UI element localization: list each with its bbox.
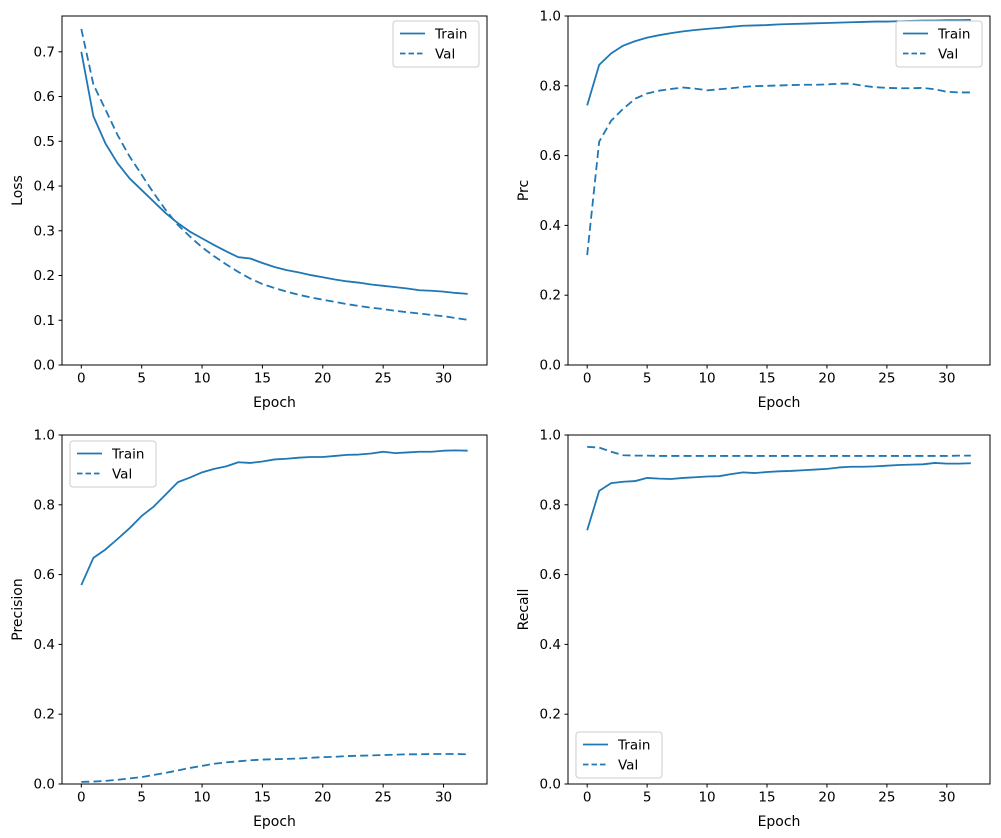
x-tick-label: 15 bbox=[254, 371, 271, 387]
x-axis-label: Epoch bbox=[253, 814, 296, 830]
x-tick-label: 10 bbox=[193, 371, 210, 387]
series-val-line bbox=[587, 445, 971, 457]
x-tick-label: 30 bbox=[435, 371, 452, 387]
y-tick-label: 0.8 bbox=[540, 78, 561, 94]
y-tick-label: 0.4 bbox=[34, 179, 55, 195]
series-val-line bbox=[80, 28, 468, 321]
x-axis-label: Epoch bbox=[758, 814, 801, 830]
axes-frame bbox=[567, 15, 991, 366]
y-tick-label: 0.6 bbox=[34, 89, 55, 105]
y-tick-label: 0.8 bbox=[34, 497, 55, 513]
x-tick-label: 5 bbox=[137, 371, 146, 387]
legend-box bbox=[392, 20, 480, 68]
x-tick-label: 15 bbox=[758, 371, 775, 387]
y-tick-label: 1.0 bbox=[540, 9, 561, 25]
y-tick-label: 0.3 bbox=[34, 223, 55, 239]
y-axis-label: Precision bbox=[10, 578, 26, 640]
axes-frame bbox=[61, 434, 488, 785]
x-axis-label: Epoch bbox=[253, 395, 296, 411]
x-tick-label: 30 bbox=[938, 790, 955, 806]
x-tick-label: 10 bbox=[698, 371, 715, 387]
x-tick-label: 25 bbox=[878, 790, 895, 806]
y-tick-label: 0.1 bbox=[34, 313, 55, 329]
subplot-prc: 0 5 10 15 20 25 30 0.0 0.2 0.4 0.6 0.8 1.0 Epoch Prc Tr… bbox=[501, 0, 1001, 419]
legend-train-label: Train bbox=[937, 27, 970, 43]
x-tick-label: 20 bbox=[818, 371, 835, 387]
x-tick-label: 20 bbox=[314, 371, 331, 387]
y-tick-label: 0.6 bbox=[540, 148, 561, 164]
x-tick-label: 30 bbox=[435, 790, 452, 806]
x-tick-label: 5 bbox=[137, 790, 146, 806]
axes-frame bbox=[61, 15, 488, 366]
precision-chart-canvas: 0 5 10 15 20 25 30 0.0 0.2 0.4 0.6 0.8 1.0 Epoch Preci… bbox=[10, 428, 488, 830]
series-train-line bbox=[80, 51, 468, 295]
y-tick-label: 0.6 bbox=[34, 567, 55, 583]
legend-val-label: Val bbox=[435, 47, 455, 63]
legend-val-label: Val bbox=[112, 467, 132, 483]
series-train-line bbox=[586, 462, 971, 531]
legend-train-label: Train bbox=[617, 738, 650, 754]
subplot-precision: 0 5 10 15 20 25 30 0.0 0.2 0.4 0.6 0.8 1.0 Epoch Preci… bbox=[0, 419, 500, 838]
y-tick-label: 0.4 bbox=[540, 637, 561, 653]
legend-val-label: Val bbox=[938, 47, 958, 63]
series-val-line bbox=[81, 753, 468, 783]
loss-chart-canvas: 0 5 10 15 20 25 30 0.0 0.1 0.2 0.3 0.4 0.5 0.6 0.7 Epoc… bbox=[10, 15, 488, 411]
x-tick-label: 20 bbox=[314, 790, 331, 806]
x-tick-label: 5 bbox=[643, 790, 652, 806]
x-tick-label: 10 bbox=[698, 790, 715, 806]
y-tick-label: 0.5 bbox=[34, 134, 55, 150]
x-tick-label: 0 bbox=[77, 371, 86, 387]
y-tick-label: 0.8 bbox=[540, 497, 561, 513]
y-tick-label: 0.2 bbox=[540, 288, 561, 304]
legend-box bbox=[575, 731, 663, 779]
subplot-recall: 0 5 10 15 20 25 30 0.0 0.2 0.4 0.6 0.8 1.0 Epoch Recal… bbox=[501, 419, 1001, 838]
y-tick-label: 0.4 bbox=[540, 218, 561, 234]
series-val-line bbox=[586, 82, 971, 256]
x-tick-label: 15 bbox=[254, 790, 271, 806]
x-tick-label: 10 bbox=[193, 790, 210, 806]
series-train-line bbox=[80, 449, 468, 586]
axes-frame bbox=[567, 434, 991, 785]
y-axis-label: Prc bbox=[516, 180, 532, 201]
y-tick-label: 0.0 bbox=[34, 358, 55, 374]
y-tick-label: 0.2 bbox=[540, 707, 561, 723]
y-axis-label: Loss bbox=[10, 175, 26, 206]
y-tick-label: 0.6 bbox=[540, 567, 561, 583]
y-tick-label: 0.2 bbox=[34, 707, 55, 723]
y-tick-label: 0.2 bbox=[34, 268, 55, 284]
x-tick-label: 0 bbox=[77, 790, 86, 806]
x-tick-label: 25 bbox=[375, 790, 392, 806]
legend-box bbox=[895, 20, 983, 68]
y-tick-label: 0.7 bbox=[34, 44, 55, 60]
legend-val-label: Val bbox=[618, 758, 638, 774]
x-tick-label: 0 bbox=[583, 790, 592, 806]
legend-train-label: Train bbox=[434, 27, 467, 43]
y-tick-label: 1.0 bbox=[34, 428, 55, 444]
y-tick-label: 0.0 bbox=[34, 777, 55, 793]
y-tick-label: 0.0 bbox=[540, 358, 561, 374]
legend-train-label: Train bbox=[111, 447, 144, 463]
x-tick-label: 25 bbox=[878, 371, 895, 387]
recall-chart-canvas: 0 5 10 15 20 25 30 0.0 0.2 0.4 0.6 0.8 1.0 Epoch Recal… bbox=[516, 428, 991, 830]
y-axis-label: Recall bbox=[516, 589, 532, 631]
x-tick-label: 15 bbox=[758, 790, 775, 806]
y-tick-label: 0.4 bbox=[34, 637, 55, 653]
x-tick-label: 30 bbox=[938, 371, 955, 387]
x-tick-label: 0 bbox=[583, 371, 592, 387]
y-tick-label: 1.0 bbox=[540, 428, 561, 444]
legend-box bbox=[69, 440, 157, 488]
x-tick-label: 25 bbox=[375, 371, 392, 387]
x-axis-label: Epoch bbox=[758, 395, 801, 411]
x-tick-label: 20 bbox=[818, 790, 835, 806]
y-tick-label: 0.0 bbox=[540, 777, 561, 793]
prc-chart-canvas: 0 5 10 15 20 25 30 0.0 0.2 0.4 0.6 0.8 1.0 Epoch Prc Tr… bbox=[516, 9, 991, 411]
subplot-loss: 0 5 10 15 20 25 30 0.0 0.1 0.2 0.3 0.4 0.5 0.6 0.7 Epoc… bbox=[0, 0, 500, 419]
x-tick-label: 5 bbox=[643, 371, 652, 387]
